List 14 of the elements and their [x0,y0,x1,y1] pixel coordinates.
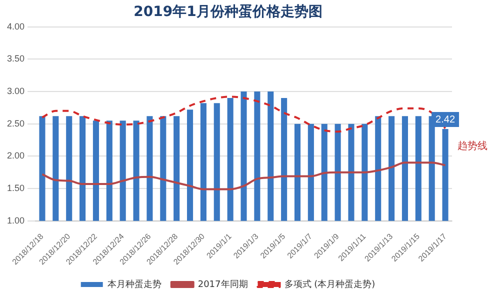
y-tick-label: 2.50 [6,118,25,128]
y-tick-label: 2.00 [6,150,25,161]
legend-label: 本月种蛋走势 [107,278,162,290]
chart-title: 2019年1月份种蛋价格走势图 [134,4,322,20]
annotation: 趋势线 [457,140,488,152]
y-tick-label: 1.00 [6,215,25,226]
y-tick-label: 3.00 [6,86,25,96]
line-series [41,162,446,190]
y-tick-label: 1.50 [6,183,25,194]
legend-label: 2017年同期 [198,278,248,290]
legend-label: 多项式 (本月种蛋走势) [284,278,376,290]
data-label: 2.42 [436,114,456,126]
y-tick-label: 3.50 [6,54,25,64]
y-tick-label: 4.00 [6,21,25,32]
